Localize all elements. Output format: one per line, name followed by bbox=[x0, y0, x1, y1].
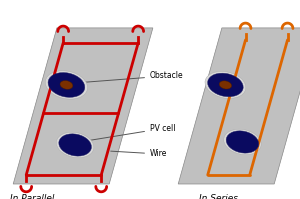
Ellipse shape bbox=[48, 73, 85, 97]
Ellipse shape bbox=[226, 131, 259, 153]
Ellipse shape bbox=[59, 134, 92, 156]
Polygon shape bbox=[178, 28, 300, 184]
Text: PV cell: PV cell bbox=[82, 124, 176, 141]
Text: In Parallel: In Parallel bbox=[11, 194, 55, 199]
Ellipse shape bbox=[219, 81, 232, 89]
Ellipse shape bbox=[56, 132, 94, 158]
Text: Obstacle: Obstacle bbox=[72, 71, 184, 83]
Text: In Series: In Series bbox=[199, 194, 238, 199]
Ellipse shape bbox=[208, 73, 243, 97]
Ellipse shape bbox=[224, 129, 261, 155]
Text: Wire: Wire bbox=[111, 149, 167, 158]
Ellipse shape bbox=[45, 71, 88, 99]
Polygon shape bbox=[13, 28, 153, 184]
Ellipse shape bbox=[205, 71, 246, 99]
Ellipse shape bbox=[60, 81, 73, 89]
